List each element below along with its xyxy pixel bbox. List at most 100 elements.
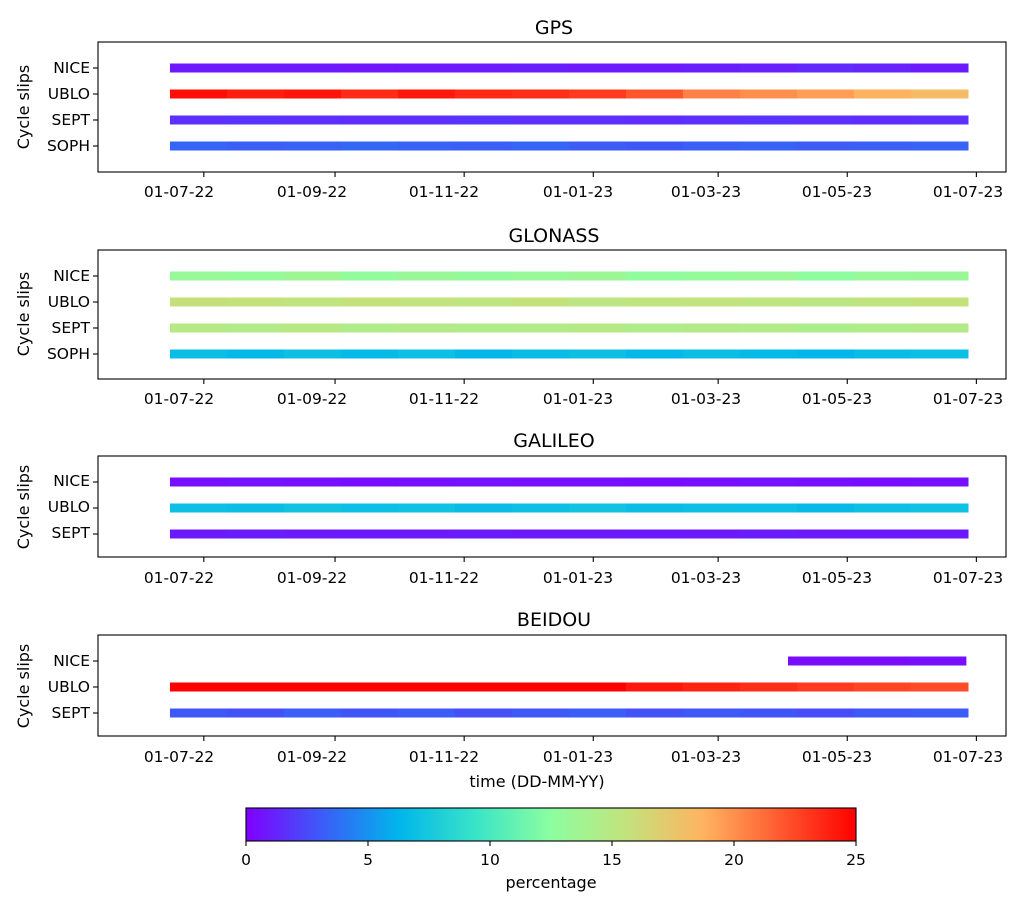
heat-cell xyxy=(625,271,684,281)
panel-beidou: BEIDOU Cycle slips NICE UBLO SEPT 01-07-… xyxy=(14,609,1003,791)
row-label: UBLO xyxy=(48,293,90,311)
row-label: SOPH xyxy=(47,137,90,155)
x-tick-label: 01-05-23 xyxy=(802,183,872,201)
x-tick-labels: 01-07-22 01-09-22 01-11-22 01-01-23 01-0… xyxy=(144,183,1003,201)
colorbar-gradient xyxy=(245,807,857,842)
colorbar-tick-label: 20 xyxy=(724,851,744,869)
heat-cell xyxy=(568,708,627,718)
x-tick-label: 01-07-23 xyxy=(933,390,1003,408)
heat-cell xyxy=(283,115,342,125)
colorbar-tick-label: 15 xyxy=(602,851,622,869)
x-tick-labels: 01-07-22 01-09-22 01-11-22 01-01-23 01-0… xyxy=(144,748,1003,766)
heat-cell xyxy=(454,115,513,125)
axes-frame xyxy=(97,455,1007,558)
heat-cell xyxy=(397,349,456,359)
axes-frame xyxy=(97,634,1007,737)
heat-cell xyxy=(788,656,848,666)
heat-cell xyxy=(511,115,570,125)
heat-cell xyxy=(340,503,399,513)
heat-cell xyxy=(796,323,855,333)
x-axis-label: time (DD-MM-YY) xyxy=(469,772,604,791)
heat-cell xyxy=(397,708,456,718)
heat-cell xyxy=(625,89,684,99)
heat-cell xyxy=(853,115,912,125)
heat-cell xyxy=(739,297,798,307)
x-tick-labels: 01-07-22 01-09-22 01-11-22 01-01-23 01-0… xyxy=(144,390,1003,408)
heat-cell xyxy=(682,682,741,692)
y-axis-label: Cycle slips xyxy=(14,465,33,550)
heat-cell xyxy=(739,529,798,539)
heat-cell xyxy=(454,682,513,692)
row-labels: NICE UBLO SEPT xyxy=(48,472,91,542)
heat-cell xyxy=(340,141,399,151)
heat-cell xyxy=(568,529,627,539)
heat-cell xyxy=(454,323,513,333)
heat-cell xyxy=(283,297,342,307)
heat-cell xyxy=(739,141,798,151)
heat-cell xyxy=(454,297,513,307)
row-label: UBLO xyxy=(48,85,90,103)
colorbar-label: percentage xyxy=(505,873,596,892)
heat-cell xyxy=(283,89,342,99)
heat-cell xyxy=(568,63,627,73)
heat-cell xyxy=(283,271,342,281)
colorbar-tick-label: 5 xyxy=(363,851,373,869)
heat-cell xyxy=(454,349,513,359)
heat-cell xyxy=(454,708,513,718)
heat-cell xyxy=(283,682,342,692)
heat-cell xyxy=(682,89,741,99)
heat-cell xyxy=(853,271,912,281)
panel-title: GALILEO xyxy=(513,430,594,452)
row-label: SEPT xyxy=(52,319,91,337)
heat-cell xyxy=(910,63,969,73)
x-tick-label: 01-11-22 xyxy=(409,390,479,408)
heat-cell xyxy=(454,529,513,539)
heat-cell xyxy=(511,503,570,513)
row-labels: NICE UBLO SEPT SOPH xyxy=(47,59,91,155)
row-labels: NICE UBLO SEPT SOPH xyxy=(47,267,91,363)
heat-cell xyxy=(796,141,855,151)
x-tick-label: 01-07-23 xyxy=(933,183,1003,201)
heat-cell xyxy=(283,708,342,718)
heat-cell xyxy=(283,529,342,539)
heat-cell xyxy=(853,63,912,73)
heat-cell xyxy=(340,297,399,307)
heat-cell xyxy=(454,477,513,487)
heat-cell xyxy=(511,63,570,73)
heat-cell xyxy=(340,89,399,99)
row-label: SEPT xyxy=(52,524,91,542)
heat-cell xyxy=(739,349,798,359)
x-tick-label: 01-09-22 xyxy=(277,569,347,587)
heat-cell xyxy=(910,323,969,333)
heat-cell xyxy=(226,271,285,281)
heat-cell xyxy=(625,323,684,333)
heat-cell xyxy=(169,271,228,281)
heat-cell xyxy=(511,89,570,99)
heat-cell xyxy=(853,141,912,151)
heat-cell xyxy=(340,323,399,333)
heat-cell xyxy=(910,708,969,718)
heat-cell xyxy=(796,682,855,692)
heat-cell xyxy=(397,271,456,281)
heat-cell xyxy=(568,477,627,487)
heat-cell xyxy=(169,529,228,539)
x-tick-label: 01-09-22 xyxy=(277,390,347,408)
x-tick-label: 01-05-23 xyxy=(802,569,872,587)
heat-cell xyxy=(739,63,798,73)
heat-cell xyxy=(910,503,969,513)
heat-cell xyxy=(340,477,399,487)
heat-cell xyxy=(340,115,399,125)
heat-cell xyxy=(853,323,912,333)
colorbar-tick-label: 25 xyxy=(846,851,866,869)
x-tick-label: 01-07-23 xyxy=(933,569,1003,587)
heat-cell xyxy=(739,477,798,487)
heat-cell xyxy=(910,89,969,99)
panel-plot-area xyxy=(93,249,1007,384)
heat-cell xyxy=(283,323,342,333)
row-label: NICE xyxy=(53,652,90,670)
heat-cell xyxy=(910,141,969,151)
heat-cell xyxy=(169,297,228,307)
row-label: SEPT xyxy=(52,111,91,129)
heat-cell xyxy=(625,529,684,539)
